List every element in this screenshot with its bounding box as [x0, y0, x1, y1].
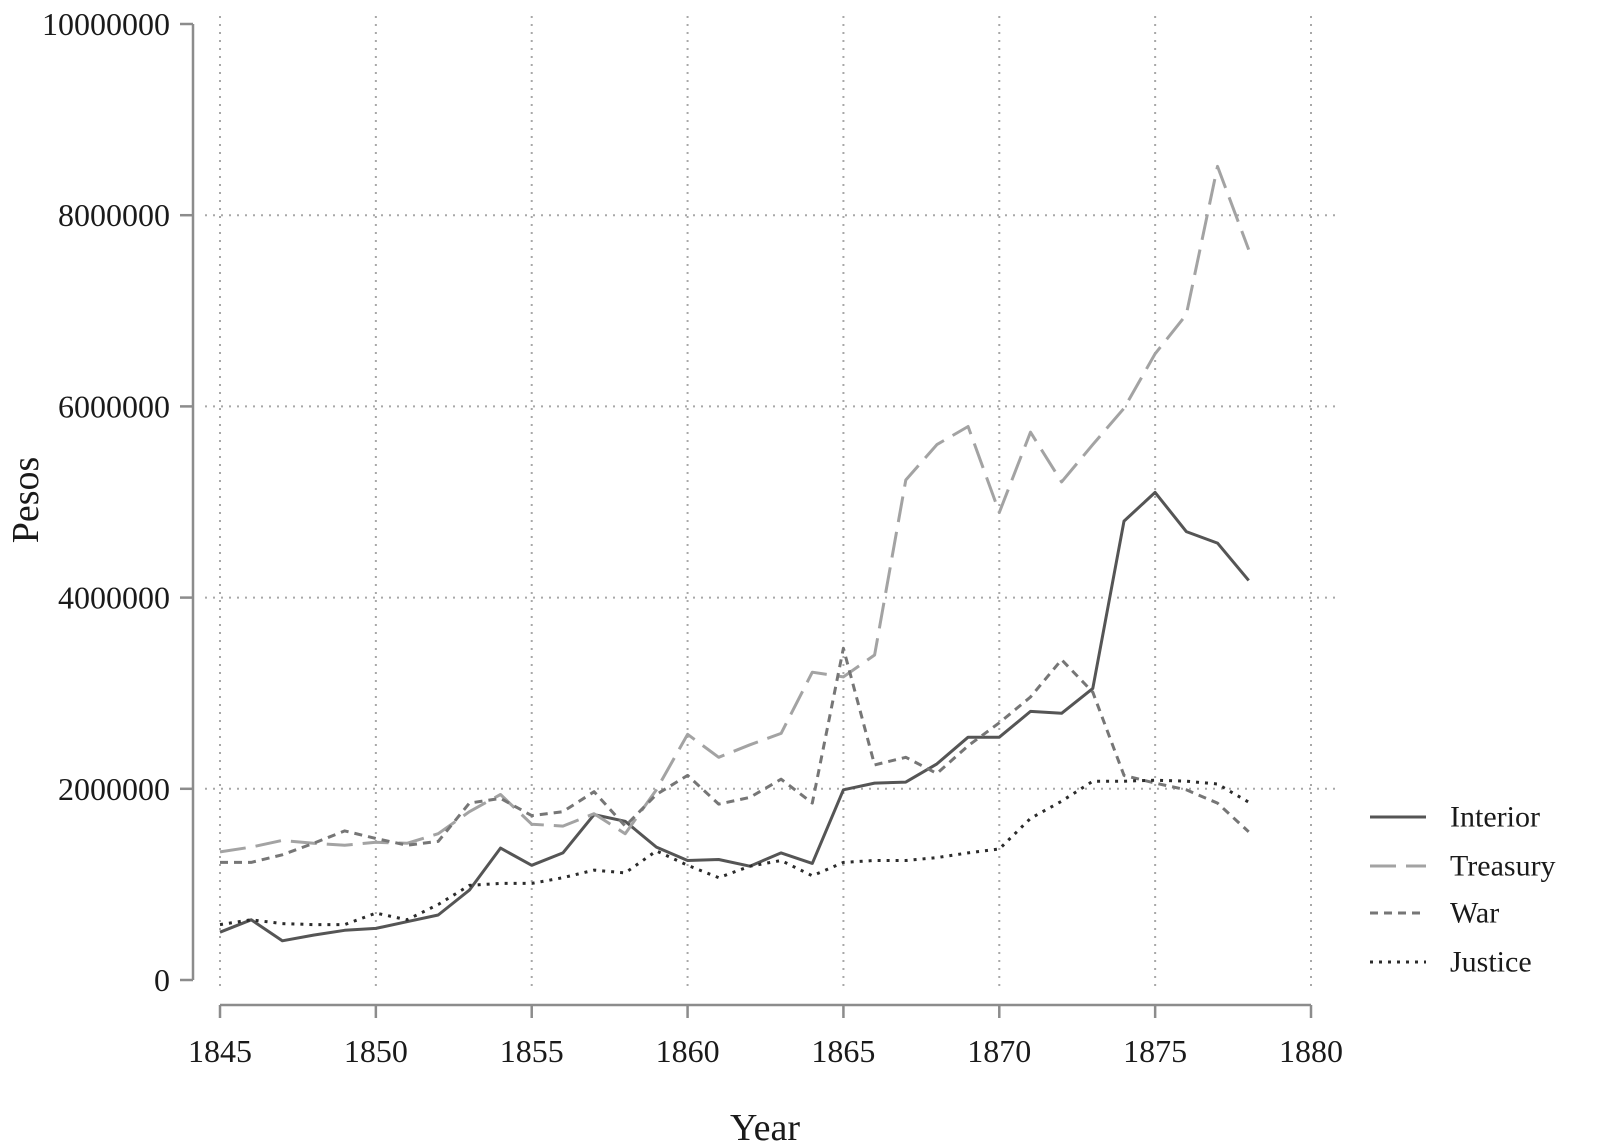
x-tick-label: 1855: [500, 1033, 564, 1069]
legend: Interior Treasury War Justice: [1370, 801, 1556, 979]
y-tick-label: 10000000: [42, 6, 170, 42]
legend-item-treasury: Treasury: [1370, 850, 1556, 883]
legend-item-war: War: [1370, 897, 1499, 930]
y-tick-label: 6000000: [58, 388, 170, 424]
legend-item-interior: Interior: [1370, 801, 1540, 834]
x-tick-label: 1865: [811, 1033, 875, 1069]
y-tick-label: 0: [154, 962, 170, 998]
x-tick-label: 1880: [1279, 1033, 1343, 1069]
series-line-war: [220, 646, 1250, 864]
x-tick-label: 1875: [1123, 1033, 1187, 1069]
x-tick-label: 1870: [967, 1033, 1031, 1069]
y-tick-label: 4000000: [58, 580, 170, 616]
x-axis: 1845 1850 1855 1860 1865 1870 1875 1880: [188, 1003, 1343, 1069]
x-tick-label: 1850: [344, 1033, 408, 1069]
legend-item-justice: Justice: [1370, 946, 1532, 979]
series-line-justice: [219, 778, 1250, 927]
legend-label-justice: Justice: [1450, 946, 1532, 979]
x-axis-title: Year: [730, 1107, 800, 1148]
y-axis: 0 2000000 4000000 6000000 8000000 10000000: [42, 6, 195, 998]
series-line-interior: [219, 490, 1250, 943]
x-tick-label: 1860: [656, 1033, 720, 1069]
y-axis-title: Pesos: [5, 457, 47, 544]
y-tick-label: 2000000: [58, 771, 170, 807]
series-line-treasury: [219, 164, 1251, 854]
x-tick-label: 1845: [188, 1033, 252, 1069]
legend-label-treasury: Treasury: [1450, 850, 1556, 883]
series-lines: [219, 164, 1251, 943]
y-tick-label: 8000000: [58, 197, 170, 233]
legend-label-interior: Interior: [1450, 801, 1540, 834]
legend-label-war: War: [1450, 897, 1499, 930]
